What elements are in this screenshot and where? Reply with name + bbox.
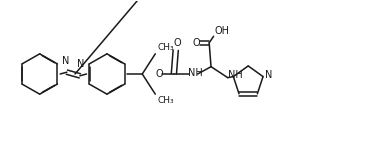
Text: OH: OH [215, 25, 230, 36]
Text: O: O [174, 38, 181, 48]
Text: CH₃: CH₃ [157, 96, 174, 105]
Text: O: O [192, 38, 200, 48]
Text: CH₃: CH₃ [157, 43, 174, 52]
Text: O: O [156, 69, 163, 79]
Text: NH: NH [228, 70, 242, 80]
Text: N: N [77, 59, 84, 69]
Text: N: N [62, 56, 70, 66]
Text: N: N [265, 70, 273, 80]
Text: NH: NH [188, 68, 203, 78]
